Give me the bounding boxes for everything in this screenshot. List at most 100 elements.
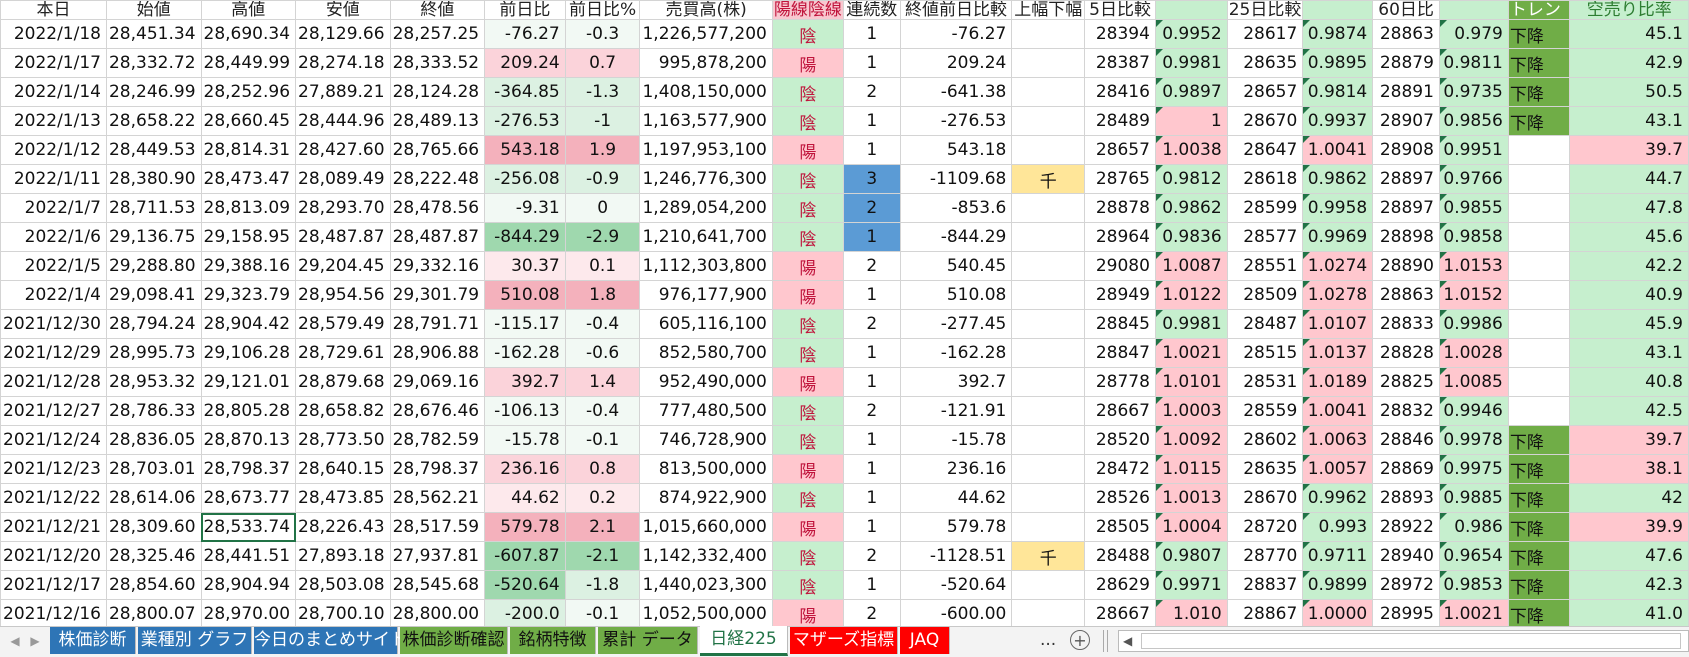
cell-pct[interactable]: -0.1 [564, 425, 641, 455]
cell-close[interactable]: 28,906.88 [389, 338, 486, 368]
cell-d60[interactable]: 28907 [1372, 106, 1440, 136]
cell-vol[interactable]: 952,490,000 [639, 367, 773, 397]
cell-d5[interactable]: 28778 [1084, 367, 1156, 397]
cell-d5[interactable]: 28629 [1084, 570, 1156, 600]
cell-d5[interactable]: 28667 [1084, 396, 1156, 426]
column-header[interactable]: 始値 [105, 0, 202, 20]
cell-d5[interactable]: 28667 [1084, 599, 1156, 626]
cell-close[interactable]: 28,798.37 [389, 454, 486, 484]
sheet-tab[interactable]: 株価診断確認 [400, 627, 508, 654]
cell-w[interactable] [1011, 251, 1086, 281]
column-header[interactable] [1302, 0, 1374, 20]
cell-d60[interactable]: 28922 [1372, 512, 1440, 542]
cell-chg[interactable]: 30.37 [484, 251, 566, 281]
cell-close[interactable]: 28,517.59 [389, 512, 486, 542]
cell-close[interactable]: 28,478.56 [389, 193, 486, 223]
cell-tr[interactable] [1507, 396, 1571, 426]
cell-streak[interactable]: 1 [842, 19, 901, 49]
cell-pct[interactable]: 0.2 [564, 483, 641, 513]
cell-d60[interactable]: 28863 [1372, 280, 1440, 310]
cell-ks[interactable]: 42.5 [1569, 396, 1689, 426]
cell-high[interactable]: 28,473.47 [200, 164, 297, 194]
cell-w[interactable] [1011, 222, 1086, 252]
cell-low[interactable]: 28,640.15 [295, 454, 391, 484]
cell-pct[interactable]: -0.4 [564, 396, 641, 426]
column-header[interactable]: 5日比較 [1084, 0, 1156, 20]
cell-low[interactable]: 28,879.68 [295, 367, 391, 397]
cell-r60[interactable]: 0.9975 [1438, 454, 1509, 484]
cell-d25[interactable]: 28618 [1226, 164, 1304, 194]
cell-chg[interactable]: -256.08 [484, 164, 566, 194]
cell-d60[interactable]: 28828 [1372, 338, 1440, 368]
cell-pct[interactable]: -2.1 [564, 541, 641, 571]
cell-d25[interactable]: 28670 [1226, 106, 1304, 136]
cell-chg[interactable]: -844.29 [484, 222, 566, 252]
cell-ks[interactable]: 43.1 [1569, 106, 1689, 136]
cell-low[interactable]: 28,503.08 [295, 570, 391, 600]
cell-w[interactable] [1011, 454, 1086, 484]
cell-open[interactable]: 28,658.22 [105, 106, 202, 136]
cell-r60[interactable]: 0.979 [1438, 19, 1509, 49]
cell-cmp[interactable]: -844.29 [899, 222, 1013, 252]
cell-ks[interactable]: 38.1 [1569, 454, 1689, 484]
cell-high[interactable]: 28,813.09 [200, 193, 297, 223]
cell-pct[interactable]: 1.8 [564, 280, 641, 310]
sheet-tab[interactable]: 累計 データ [598, 627, 698, 654]
cell-tr[interactable]: 下降 [1507, 77, 1571, 107]
cell-high[interactable]: 28,441.51 [200, 541, 297, 571]
cell-low[interactable]: 28,444.96 [295, 106, 391, 136]
cell-yy[interactable]: 陰 [771, 164, 844, 194]
scroll-thumb[interactable] [1141, 633, 1681, 649]
cell-d60[interactable]: 28825 [1372, 367, 1440, 397]
cell-d25[interactable]: 28720 [1226, 512, 1304, 542]
cell-r60[interactable]: 0.9986 [1438, 309, 1509, 339]
cell-yy[interactable]: 陰 [771, 77, 844, 107]
column-header[interactable]: 高値 [200, 0, 297, 20]
cell-tr[interactable] [1507, 222, 1571, 252]
cell-d5[interactable]: 28878 [1084, 193, 1156, 223]
add-sheet-icon[interactable]: + [1070, 630, 1090, 650]
cell-d5[interactable]: 28657 [1084, 135, 1156, 165]
cell-tr[interactable]: 下降 [1507, 48, 1571, 78]
cell-pct[interactable]: -0.4 [564, 309, 641, 339]
cell-vol[interactable]: 605,116,100 [639, 309, 773, 339]
cell-vol[interactable]: 777,480,500 [639, 396, 773, 426]
cell-low[interactable]: 28,427.60 [295, 135, 391, 165]
cell-date[interactable]: 2021/12/29 [0, 338, 107, 368]
cell-pct[interactable]: 1.9 [564, 135, 641, 165]
cell-cmp[interactable]: 543.18 [899, 135, 1013, 165]
cell-r60[interactable]: 0.9855 [1438, 193, 1509, 223]
sheet-tab[interactable]: 日経225 [700, 626, 788, 656]
cell-close[interactable]: 28,222.48 [389, 164, 486, 194]
cell-r60[interactable]: 0.9856 [1438, 106, 1509, 136]
cell-date[interactable]: 2022/1/18 [0, 19, 107, 49]
cell-low[interactable]: 29,204.45 [295, 251, 391, 281]
column-header[interactable]: 連続数 [842, 0, 901, 20]
cell-r60[interactable]: 0.9946 [1438, 396, 1509, 426]
cell-d25[interactable]: 28515 [1226, 338, 1304, 368]
cell-cmp[interactable]: 540.45 [899, 251, 1013, 281]
cell-tr[interactable] [1507, 164, 1571, 194]
sheet-tab[interactable]: JAQ [900, 627, 950, 654]
sheet-tab[interactable]: 今日のまとめサイト [254, 627, 407, 654]
cell-w[interactable] [1011, 106, 1086, 136]
cell-cmp[interactable]: -162.28 [899, 338, 1013, 368]
cell-d5[interactable]: 28394 [1084, 19, 1156, 49]
cell-close[interactable]: 29,301.79 [389, 280, 486, 310]
cell-high[interactable]: 28,798.37 [200, 454, 297, 484]
cell-cmp[interactable]: -121.91 [899, 396, 1013, 426]
cell-tr[interactable] [1507, 280, 1571, 310]
cell-chg[interactable]: -115.17 [484, 309, 566, 339]
cell-open[interactable]: 28,309.60 [105, 512, 202, 542]
cell-ks[interactable]: 47.8 [1569, 193, 1689, 223]
cell-tr[interactable] [1507, 193, 1571, 223]
column-header[interactable] [1438, 0, 1509, 20]
cell-d5[interactable]: 29080 [1084, 251, 1156, 281]
cell-tr[interactable]: 下降 [1507, 425, 1571, 455]
cell-d5[interactable]: 28526 [1084, 483, 1156, 513]
cell-yy[interactable]: 陽 [771, 512, 844, 542]
cell-w[interactable] [1011, 193, 1086, 223]
cell-cmp[interactable]: 44.62 [899, 483, 1013, 513]
column-header[interactable]: 25日比較 [1226, 0, 1304, 20]
cell-vol[interactable]: 1,289,054,200 [639, 193, 773, 223]
